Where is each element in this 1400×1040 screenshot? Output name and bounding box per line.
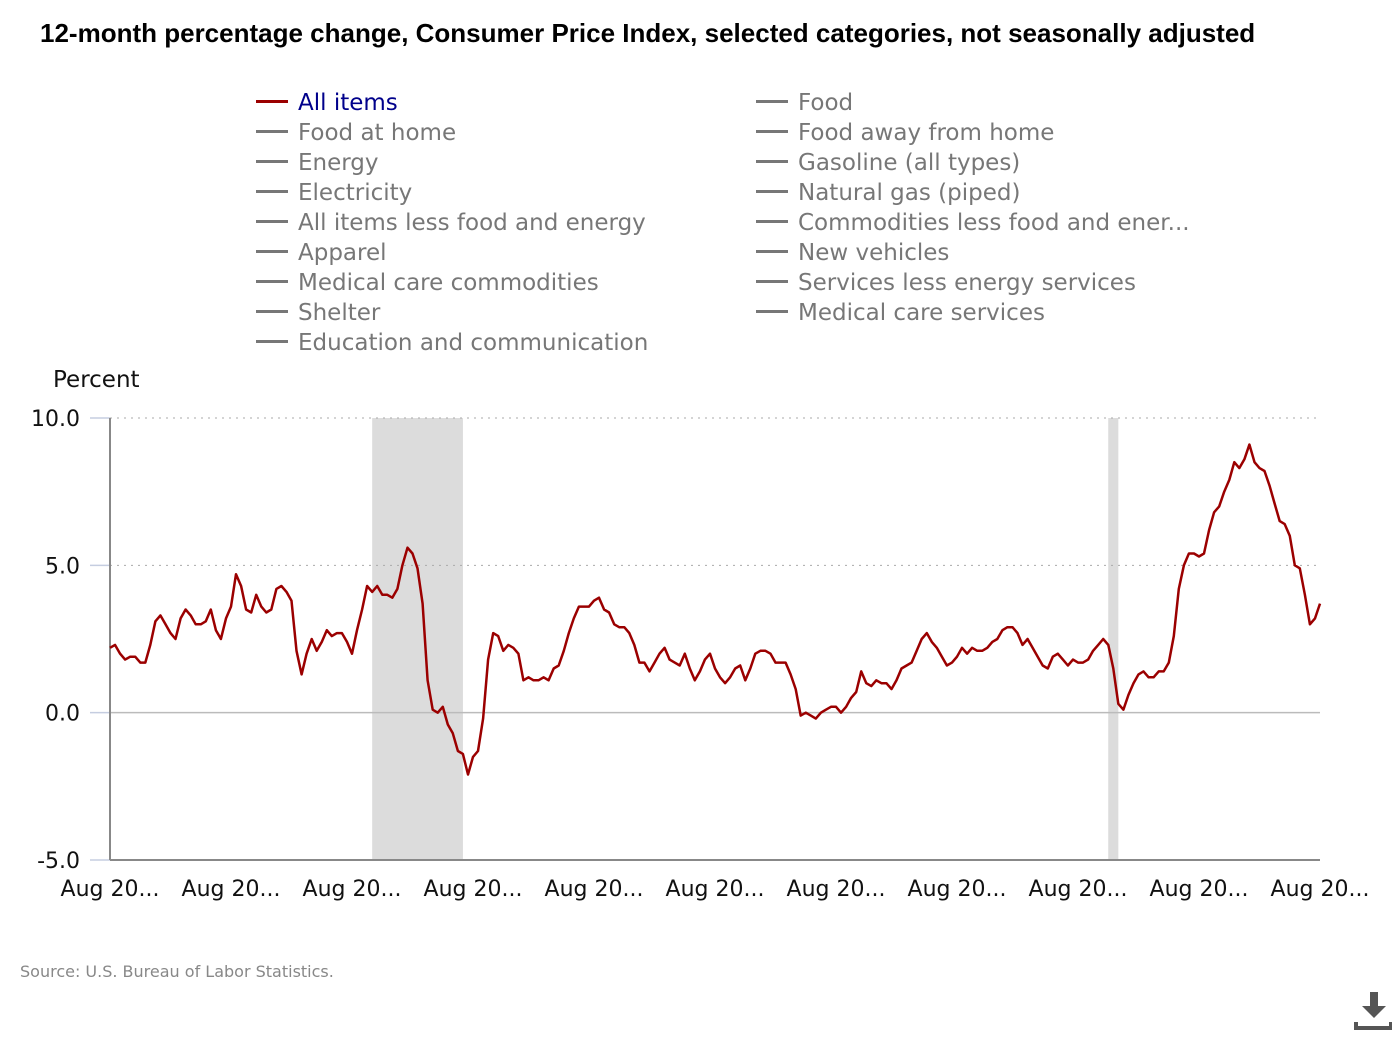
legend-swatch [756,280,788,283]
legend-swatch [256,100,288,103]
x-tick-label: Aug 20... [1271,877,1370,902]
legend-label: Electricity [298,180,413,206]
legend-swatch [756,310,788,313]
legend-label: Medical care commodities [298,270,599,296]
x-tick-label: Aug 20... [666,877,765,902]
source-note: Source: U.S. Bureau of Labor Statistics. [20,962,334,981]
y-tick-label: 0.0 [45,702,80,727]
legend-label: All items less food and energy [298,210,646,236]
x-tick-label: Aug 20... [1150,877,1249,902]
y-tick-label: -5.0 [37,849,80,874]
legend-label: Food away from home [798,120,1055,146]
legend-label: All items [298,90,398,116]
legend-item[interactable]: All items [256,88,398,118]
legend-swatch [756,100,788,103]
legend-label: Apparel [298,240,387,266]
legend-item[interactable]: Gasoline (all types) [756,148,1020,178]
legend-label: Medical care services [798,300,1045,326]
x-tick-label: Aug 20... [787,877,886,902]
legend-item[interactable]: Apparel [256,238,387,268]
legend-item[interactable]: Shelter [256,298,380,328]
x-tick-label: Aug 20... [908,877,1007,902]
x-tick-label: Aug 20... [61,877,160,902]
legend-label: Commodities less food and ener... [798,210,1190,236]
legend-item[interactable]: Food [756,88,853,118]
chart-title: 12-month percentage change, Consumer Pri… [40,18,1256,48]
legend-item[interactable]: Commodities less food and ener... [756,208,1190,238]
legend-swatch [256,310,288,313]
legend-swatch [256,130,288,133]
x-tick-label: Aug 20... [303,877,402,902]
y-tick-label: 10.0 [31,407,80,432]
legend-swatch [756,130,788,133]
series-line-all-items [109,443,1322,776]
legend-label: Food at home [298,120,457,146]
legend-item[interactable]: Energy [256,148,379,178]
x-tick-label: Aug 20... [1029,877,1128,902]
legend-item[interactable]: Electricity [256,178,412,208]
legend-swatch [256,280,288,283]
legend-item[interactable]: Food at home [256,118,456,148]
legend-swatch [756,250,788,253]
y-tick-label: 5.0 [45,554,80,579]
legend-item[interactable]: Services less energy services [756,268,1136,298]
x-tick-label: Aug 20... [182,877,281,902]
legend-item[interactable]: New vehicles [756,238,949,268]
x-tick-label: Aug 20... [545,877,644,902]
legend-label: Gasoline (all types) [798,150,1021,176]
legend-swatch [256,250,288,253]
legend-item[interactable]: Food away from home [756,118,1054,148]
legend-label: New vehicles [798,240,950,266]
legend-label: Food [798,90,854,116]
y-axis-title: Percent [53,367,140,393]
legend-item[interactable]: All items less food and energy [256,208,646,238]
legend-label: Energy [298,150,379,176]
legend-swatch [756,220,788,223]
legend-swatch [256,160,288,163]
legend-swatch [756,190,788,193]
x-tick-label: Aug 20... [424,877,523,902]
download-icon[interactable] [1352,990,1392,1030]
legend-item[interactable]: Natural gas (piped) [756,178,1020,208]
recession-band [1108,418,1119,860]
legend-label: Services less energy services [798,270,1136,296]
legend-swatch [756,160,788,163]
legend-label: Education and communication [298,330,649,356]
legend-swatch [256,340,288,343]
legend-item[interactable]: Medical care services [756,298,1045,328]
legend-item[interactable]: Education and communication [256,328,648,358]
legend-item[interactable]: Medical care commodities [256,268,599,298]
legend-swatch [256,190,288,193]
legend-swatch [256,220,288,223]
legend-label: Shelter [298,300,381,326]
legend-label: Natural gas (piped) [798,180,1021,206]
recession-band [372,418,463,860]
